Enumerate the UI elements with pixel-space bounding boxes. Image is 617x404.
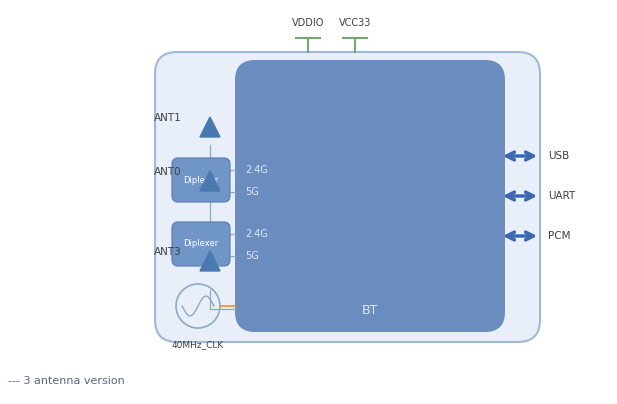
FancyBboxPatch shape — [172, 158, 230, 202]
Text: --- 3 antenna version: --- 3 antenna version — [8, 376, 125, 386]
FancyBboxPatch shape — [172, 222, 230, 266]
Text: Diplexer: Diplexer — [183, 175, 218, 185]
FancyBboxPatch shape — [235, 60, 505, 332]
Text: UART: UART — [548, 191, 575, 201]
Text: 40MHz_CLK: 40MHz_CLK — [172, 340, 224, 349]
Text: ANT0: ANT0 — [154, 167, 182, 177]
Polygon shape — [200, 117, 220, 137]
Polygon shape — [200, 251, 220, 271]
Text: 2.4G: 2.4G — [245, 165, 268, 175]
Text: USB: USB — [548, 151, 569, 161]
Text: 2.4G: 2.4G — [245, 229, 268, 239]
FancyBboxPatch shape — [155, 52, 540, 342]
Text: Diplexer: Diplexer — [183, 240, 218, 248]
Polygon shape — [200, 171, 220, 191]
Text: VCC33: VCC33 — [339, 18, 371, 28]
Text: 5G: 5G — [245, 251, 259, 261]
Text: ANT3: ANT3 — [154, 247, 182, 257]
Text: VDDIO: VDDIO — [292, 18, 324, 28]
Text: 5G: 5G — [245, 187, 259, 197]
Text: PCM: PCM — [548, 231, 571, 241]
Text: ANT1: ANT1 — [154, 113, 182, 123]
Text: BT: BT — [362, 303, 378, 316]
